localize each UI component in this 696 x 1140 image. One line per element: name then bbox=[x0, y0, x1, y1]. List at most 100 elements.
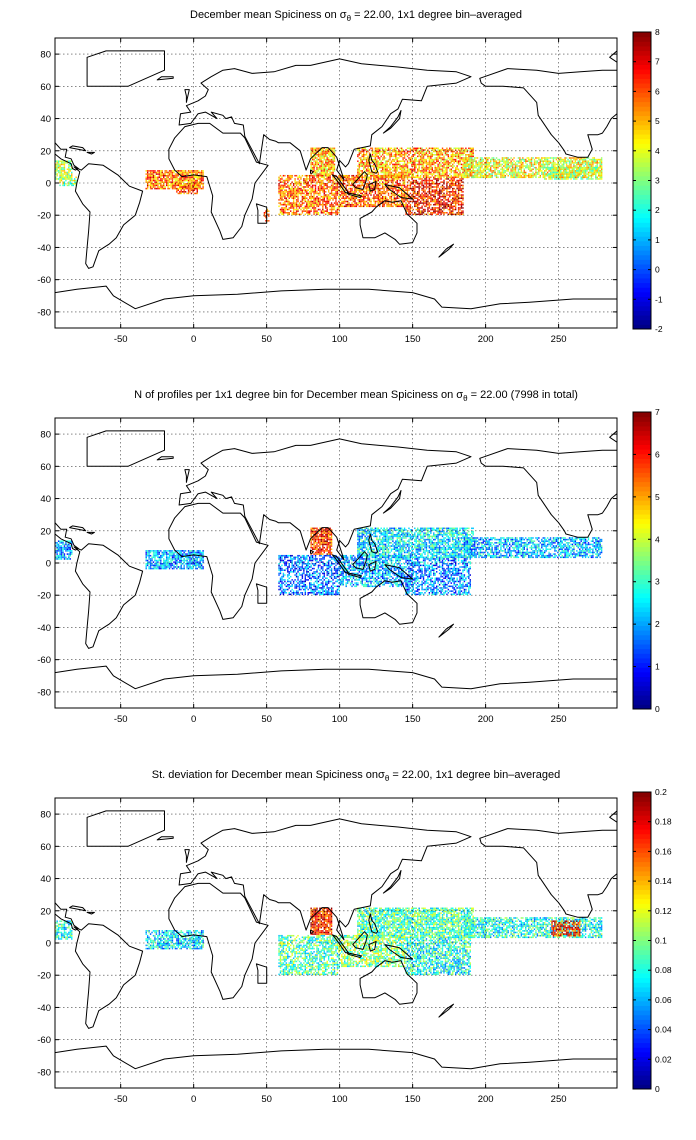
data-cell bbox=[491, 158, 493, 161]
data-cell bbox=[452, 158, 454, 161]
data-cell bbox=[346, 200, 349, 203]
data-cell bbox=[290, 183, 292, 185]
data-cell bbox=[471, 166, 473, 169]
data-cell bbox=[581, 163, 584, 166]
data-cell bbox=[422, 200, 425, 203]
data-cell bbox=[551, 157, 553, 159]
data-cell bbox=[419, 163, 422, 166]
data-cell bbox=[363, 205, 365, 208]
data-cell bbox=[325, 187, 327, 190]
data-cell bbox=[291, 186, 293, 188]
data-cell bbox=[447, 166, 450, 169]
data-cell bbox=[419, 200, 422, 203]
data-cell bbox=[335, 212, 337, 214]
data-cell bbox=[186, 171, 188, 174]
data-cell bbox=[377, 176, 379, 179]
data-cell bbox=[425, 165, 428, 167]
data-cell bbox=[72, 179, 74, 182]
data-cell bbox=[329, 203, 331, 206]
data-cell bbox=[365, 157, 368, 159]
data-cell bbox=[332, 192, 334, 195]
data-cell bbox=[554, 162, 556, 164]
data-cell bbox=[564, 166, 566, 169]
data-cell bbox=[428, 165, 431, 167]
data-cell bbox=[514, 168, 517, 171]
data-cell bbox=[414, 163, 416, 166]
data-cell bbox=[330, 203, 333, 206]
data-cell bbox=[491, 174, 493, 177]
data-cell bbox=[568, 163, 571, 166]
data-cell bbox=[450, 199, 452, 201]
data-cell bbox=[154, 170, 156, 172]
data-cell bbox=[542, 162, 544, 164]
data-cell bbox=[390, 162, 393, 164]
data-cell bbox=[316, 171, 318, 174]
data-cell bbox=[449, 212, 451, 214]
data-cell bbox=[68, 174, 70, 177]
data-cell bbox=[400, 152, 403, 154]
data-cell bbox=[457, 189, 460, 191]
data-cell bbox=[304, 213, 307, 216]
data-cell bbox=[503, 170, 505, 172]
data-cell bbox=[438, 152, 441, 154]
data-cell bbox=[364, 179, 366, 182]
data-cell bbox=[424, 168, 426, 171]
data-cell bbox=[344, 194, 346, 196]
data-cell bbox=[307, 199, 309, 201]
data-cell bbox=[513, 157, 515, 159]
data-cell bbox=[332, 207, 334, 209]
data-cell bbox=[418, 210, 420, 212]
data-cell bbox=[298, 176, 301, 179]
data-cell bbox=[453, 158, 455, 161]
data-cell bbox=[545, 157, 547, 159]
data-cell bbox=[425, 173, 428, 175]
data-cell bbox=[288, 202, 290, 204]
data-cell bbox=[202, 184, 204, 187]
data-cell bbox=[523, 173, 525, 175]
data-cell bbox=[316, 173, 318, 175]
data-cell bbox=[447, 213, 450, 216]
data-cell bbox=[463, 158, 466, 161]
data-cell bbox=[422, 212, 425, 214]
data-cell bbox=[297, 197, 299, 200]
data-cell bbox=[433, 210, 435, 212]
data-cell bbox=[490, 160, 492, 162]
data-cell bbox=[567, 160, 569, 162]
data-cell bbox=[488, 157, 490, 159]
data-cell bbox=[441, 207, 444, 209]
data-cell bbox=[535, 170, 537, 172]
data-cell bbox=[379, 205, 381, 208]
data-cell bbox=[62, 178, 64, 180]
data-cell bbox=[301, 174, 304, 177]
data-cell bbox=[364, 202, 366, 204]
data-cell bbox=[310, 210, 312, 212]
data-cell bbox=[65, 178, 67, 180]
data-cell bbox=[319, 173, 321, 175]
data-cell bbox=[529, 173, 531, 175]
data-cell bbox=[377, 189, 379, 191]
data-cell bbox=[422, 158, 425, 161]
data-cell bbox=[541, 163, 543, 166]
data-cell bbox=[473, 165, 476, 167]
data-cell bbox=[421, 189, 423, 191]
data-cell bbox=[146, 184, 149, 187]
data-cell bbox=[329, 162, 331, 164]
data-cell bbox=[323, 189, 325, 191]
data-cell bbox=[288, 186, 290, 188]
data-cell bbox=[586, 157, 588, 159]
data-cell bbox=[440, 186, 442, 188]
data-cell bbox=[459, 179, 461, 182]
data-cell bbox=[387, 154, 390, 156]
data-cell bbox=[573, 165, 575, 167]
data-cell bbox=[438, 192, 441, 195]
data-cell bbox=[292, 183, 295, 185]
data-cell bbox=[417, 210, 419, 212]
data-cell bbox=[322, 147, 324, 150]
data-cell bbox=[322, 150, 324, 153]
data-cell bbox=[368, 173, 371, 175]
data-cell bbox=[339, 203, 342, 206]
data-cell bbox=[462, 199, 464, 201]
data-cell bbox=[462, 212, 464, 214]
data-cell bbox=[456, 176, 458, 179]
data-cell bbox=[177, 174, 180, 177]
